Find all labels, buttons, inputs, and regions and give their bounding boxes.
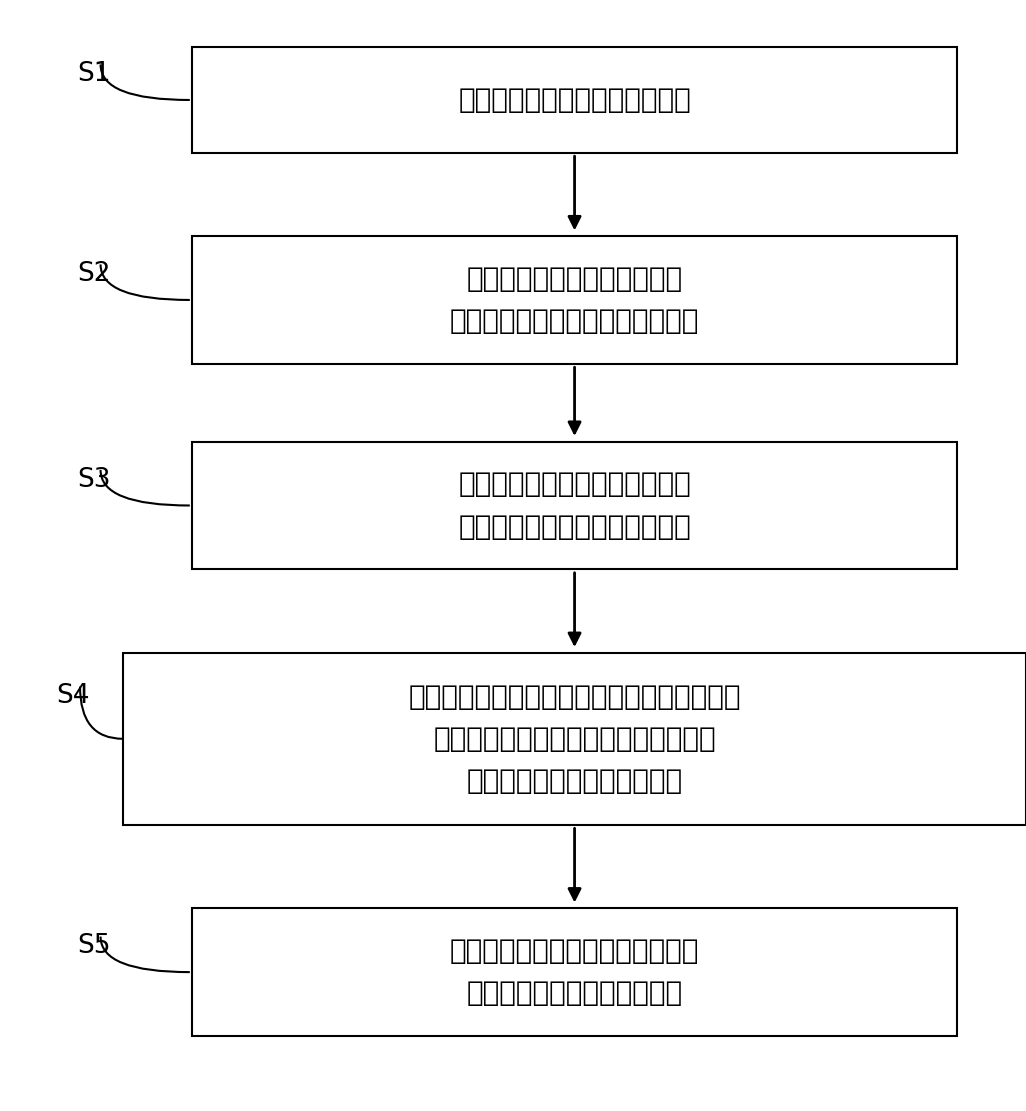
Text: S4: S4 xyxy=(56,683,90,709)
Bar xyxy=(193,441,957,570)
Text: 采用连续自适应均值漂移算法: 采用连续自适应均值漂移算法 xyxy=(467,264,682,293)
Text: 运动控制单元通过第一控制信号和: 运动控制单元通过第一控制信号和 xyxy=(449,937,700,965)
Text: 的距离输入到运动状态比较单元，得到: 的距离输入到运动状态比较单元，得到 xyxy=(433,724,716,753)
Text: S5: S5 xyxy=(77,933,111,959)
Text: 得到目标区域和目标区域质心位置: 得到目标区域和目标区域质心位置 xyxy=(449,307,700,336)
Text: 得到目标和水下机器人之间距离: 得到目标和水下机器人之间距离 xyxy=(459,512,690,541)
Text: 第二控制信号控制水下机器人: 第二控制信号控制水下机器人 xyxy=(467,979,682,1008)
Text: 将目标区域质心位置与目标和水下机器人之间: 将目标区域质心位置与目标和水下机器人之间 xyxy=(408,682,741,711)
Text: S1: S1 xyxy=(77,61,111,87)
Text: 图像采集单元拍摄水下视频图像: 图像采集单元拍摄水下视频图像 xyxy=(459,86,690,114)
Text: 第一控制信号和第二控制信号: 第一控制信号和第二控制信号 xyxy=(467,767,682,795)
Bar xyxy=(123,653,1026,824)
Text: S2: S2 xyxy=(77,261,111,287)
Bar xyxy=(193,908,957,1035)
Text: S3: S3 xyxy=(77,467,111,492)
Bar xyxy=(193,47,957,153)
Bar xyxy=(193,237,957,364)
Text: 将目标区域输入到距离测量单元: 将目标区域输入到距离测量单元 xyxy=(459,470,690,499)
